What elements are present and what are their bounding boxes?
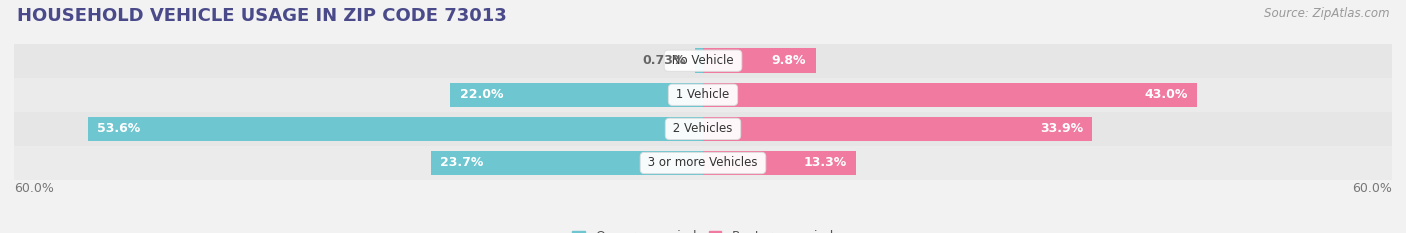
Bar	[695, 48, 703, 73]
Bar	[430, 151, 703, 175]
Bar	[87, 116, 703, 141]
Bar	[450, 82, 703, 107]
Text: 60.0%: 60.0%	[1353, 182, 1392, 195]
Bar	[703, 48, 815, 73]
Bar	[703, 82, 1197, 107]
Text: 53.6%: 53.6%	[97, 122, 141, 135]
Text: 0.73%: 0.73%	[643, 54, 686, 67]
Bar	[703, 116, 1092, 141]
Text: 60.0%: 60.0%	[14, 182, 53, 195]
Bar	[14, 78, 1392, 112]
Text: 22.0%: 22.0%	[460, 88, 503, 101]
Bar	[14, 112, 1392, 146]
Bar	[703, 151, 856, 175]
Text: 1 Vehicle: 1 Vehicle	[672, 88, 734, 101]
Text: 43.0%: 43.0%	[1144, 88, 1188, 101]
Bar	[14, 44, 1392, 78]
Text: 9.8%: 9.8%	[772, 54, 807, 67]
Text: 13.3%: 13.3%	[803, 157, 846, 169]
Bar	[14, 146, 1392, 180]
Legend: Owner-occupied, Renter-occupied: Owner-occupied, Renter-occupied	[568, 225, 838, 233]
Text: HOUSEHOLD VEHICLE USAGE IN ZIP CODE 73013: HOUSEHOLD VEHICLE USAGE IN ZIP CODE 7301…	[17, 7, 506, 25]
Text: 3 or more Vehicles: 3 or more Vehicles	[644, 157, 762, 169]
Text: 23.7%: 23.7%	[440, 157, 484, 169]
Text: Source: ZipAtlas.com: Source: ZipAtlas.com	[1264, 7, 1389, 20]
Text: 33.9%: 33.9%	[1040, 122, 1083, 135]
Text: 2 Vehicles: 2 Vehicles	[669, 122, 737, 135]
Text: No Vehicle: No Vehicle	[668, 54, 738, 67]
